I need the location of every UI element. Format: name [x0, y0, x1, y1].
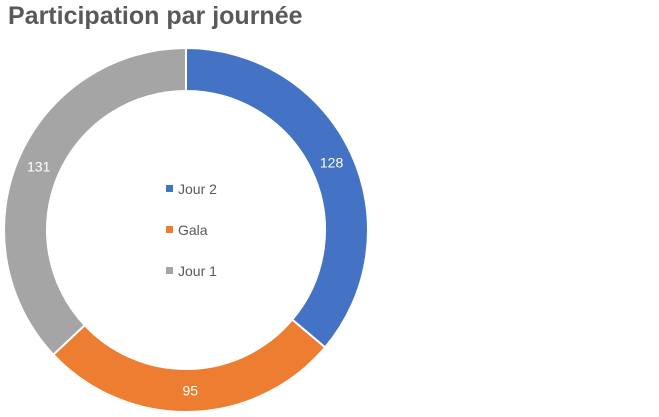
legend-swatch-jour-1 [166, 267, 173, 274]
data-label-jour-1: 131 [27, 158, 51, 174]
data-labels: 128 95 131 [27, 154, 343, 398]
donut-slices [3, 46, 369, 413]
legend-label-jour-1: Jour 1 [178, 263, 217, 279]
slice-jour-1 [3, 46, 187, 357]
data-label-gala: 95 [182, 382, 198, 398]
legend-swatch-jour-2 [166, 185, 173, 192]
legend: Jour 2 Gala Jour 1 [166, 181, 217, 279]
chart-title: Participation par journée [8, 2, 303, 30]
legend-item-gala: Gala [166, 222, 208, 238]
legend-label-jour-2: Jour 2 [178, 181, 217, 197]
legend-item-jour-1: Jour 1 [166, 263, 217, 279]
slice-jour-2 [185, 46, 369, 349]
legend-swatch-gala [166, 226, 173, 233]
data-label-jour-2: 128 [320, 154, 344, 170]
legend-item-jour-2: Jour 2 [166, 181, 217, 197]
legend-label-gala: Gala [178, 222, 208, 238]
